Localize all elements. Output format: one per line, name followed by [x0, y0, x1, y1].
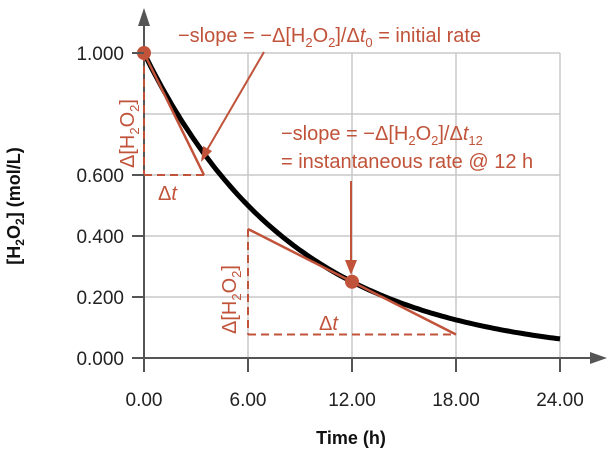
x-tick-label: 24.00	[536, 390, 584, 411]
y-tick-label: 1.000	[76, 44, 124, 65]
x-tick-label: 18.00	[432, 390, 480, 411]
delta-t-label-2: Δt	[319, 313, 339, 335]
marks	[137, 46, 561, 342]
initial-rate-pointer	[206, 51, 265, 151]
x-tick-label: 6.00	[230, 390, 267, 411]
x-axis-title: Time (h)	[316, 428, 386, 448]
delta-conc-label-2: Δ[H2O2]	[219, 265, 244, 334]
ticks: 0.00 6.00 12.00 18.00 24.00 0.000 0.200 0.400 0.…	[76, 44, 583, 411]
y-tick-label: 0.600	[76, 166, 124, 187]
y-tick-label: 0.400	[76, 227, 124, 248]
delta-t-label-1: Δt	[158, 183, 178, 205]
tangent-line	[142, 52, 206, 176]
annotation-instant-rate: −slope = −Δ[H2O2]/Δt12	[281, 123, 483, 148]
x-axis-arrow	[590, 352, 607, 364]
annotation-instant-rate-line2: = instantaneous rate @ 12 h	[281, 151, 533, 173]
delta-conc-label-1: Δ[H2O2]	[117, 99, 142, 168]
y-axis-arrow	[138, 8, 150, 26]
y-axis-title: [H2O2] (mol/L)	[4, 147, 27, 264]
initial-rate-arrowhead	[201, 146, 212, 162]
x-tick-label: 12.00	[328, 390, 376, 411]
y-tick-label: 0.000	[76, 349, 124, 370]
data-point	[345, 274, 359, 289]
instant-rate-arrowhead	[345, 260, 357, 275]
grid	[132, 8, 607, 366]
y-tick-label: 0.200	[76, 288, 124, 309]
annotation-initial-rate: −slope = −Δ[H2O2]/Δt0 = initial rate	[178, 25, 481, 50]
x-tick-label: 0.00	[126, 390, 163, 411]
